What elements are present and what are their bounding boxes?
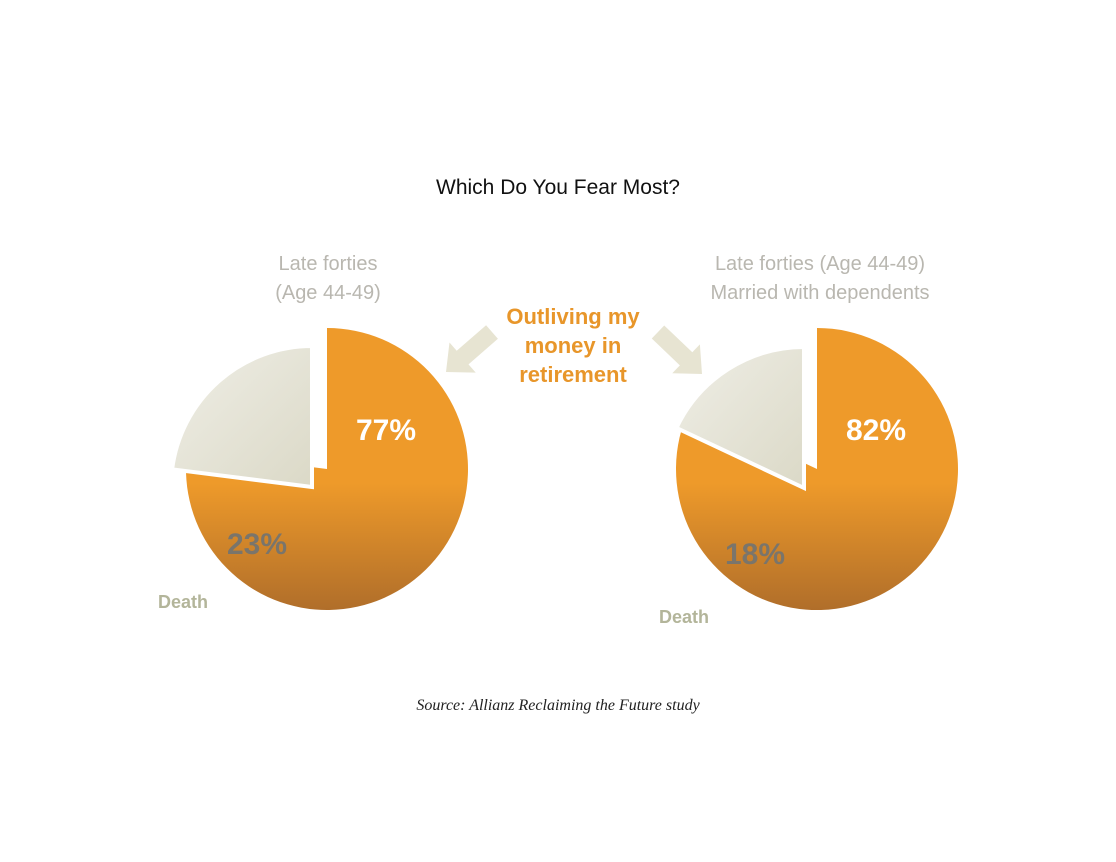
left-subtitle-line-1: Late forties (278, 253, 378, 275)
pie-slice-death (673, 344, 806, 492)
arrow-left-icon (446, 325, 498, 373)
source-note: Source: Allianz Reclaiming the Future st… (416, 697, 700, 714)
right-subtitle-line-1: Late forties (Age 44-49) (714, 253, 926, 275)
callout-line-1: Outliving my (506, 304, 640, 329)
data-label-outliving-money: 82% (846, 414, 906, 447)
callout-arrows (446, 325, 702, 374)
right-subtitle-line-2: Married with dependents (710, 282, 930, 304)
callout-line-2: money in (524, 333, 622, 358)
pie-slice-death (169, 343, 314, 490)
pie-chart-late-forties: 77% 23% Death (158, 328, 468, 612)
data-label-outliving-money: 77% (356, 414, 416, 447)
pie-slice-outliving-money (186, 328, 468, 610)
chart-title: Which Do You Fear Most? (436, 176, 680, 199)
callout-line-3: retirement (519, 362, 627, 387)
left-pie-subtitle: Late forties (Age 44-49) (178, 250, 478, 308)
callout-label: Outliving my money in retirement (470, 302, 676, 389)
right-pie-subtitle: Late forties (Age 44-49) Married with de… (630, 250, 1010, 308)
left-subtitle-line-2: (Age 44-49) (275, 282, 381, 304)
pie-chart-married-with-dependents: 82% 18% Death (659, 328, 958, 627)
slice-name-death: Death (158, 592, 208, 612)
data-label-death: 18% (725, 538, 785, 571)
data-label-death: 23% (227, 528, 287, 561)
pie-slice-outliving-money (676, 328, 958, 610)
arrow-right-icon (651, 325, 702, 374)
slice-name-death: Death (659, 607, 709, 627)
